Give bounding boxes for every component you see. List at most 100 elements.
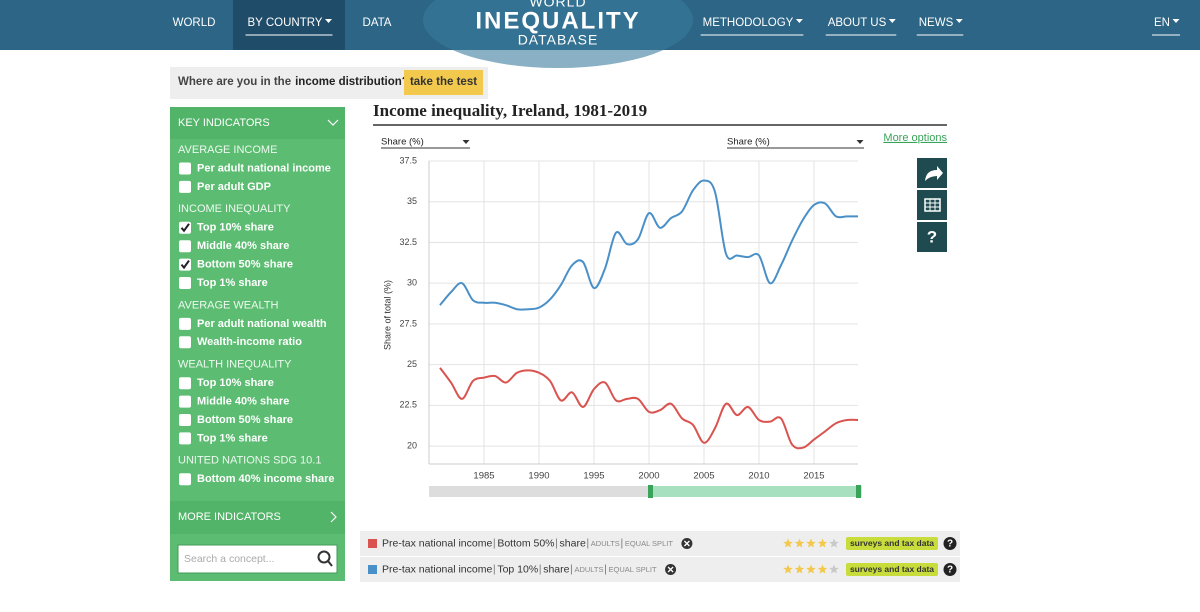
y-tick-label: 25 [407,359,417,369]
checkbox[interactable] [179,277,191,289]
checkbox[interactable] [179,377,191,390]
x-tick-label: 1985 [473,471,494,482]
nav-item[interactable]: DATA [363,17,392,29]
sidebar-header[interactable]: KEY INDICATORS [178,117,270,129]
logo-glow [423,0,693,68]
table-icon-grid [925,199,940,211]
rating-star [783,564,793,574]
nav-active-bg [233,0,345,50]
y-axis-label: Share of total (%) [382,280,392,350]
x-tick-label: 2005 [693,471,714,482]
range-handle[interactable] [648,485,653,498]
series-line [439,179,858,311]
checkbox[interactable] [179,473,191,486]
indicator-label[interactable]: Top 1% share [197,277,268,289]
checkmark [180,223,190,233]
legend-part: Pre-tax national income [382,537,492,549]
caret [1172,19,1180,23]
x-tick-label: 1995 [583,471,604,482]
indicator-label[interactable]: Per adult national income [197,162,331,174]
more-indicators[interactable]: MORE INDICATORS [178,511,281,523]
legend-part: Bottom 50% [497,537,554,549]
banner-text-bold: income distribution? [295,76,409,88]
x-tick-label: 2015 [803,471,824,482]
nav-item[interactable]: BY COUNTRY [248,17,323,29]
nav-item[interactable]: NEWS [919,17,954,29]
indicator-label[interactable]: Per adult national wealth [197,318,327,330]
caret [324,19,332,23]
nav-item[interactable]: ABOUT US [828,17,887,29]
search-placeholder: Search a concept... [184,553,274,565]
nav-item[interactable]: METHODOLOGY [703,17,794,29]
indicator-label[interactable]: Middle 40% share [197,396,289,408]
checkbox[interactable] [179,414,191,426]
checkbox[interactable] [179,240,191,253]
legend-part: Top 10% [497,563,538,575]
checkbox[interactable] [179,336,191,349]
checkbox[interactable] [179,180,191,193]
indicator-label[interactable]: Bottom 50% share [197,414,293,426]
chevron [327,119,339,126]
indicator-label[interactable]: Top 1% share [197,432,268,444]
indicator-label[interactable]: Per adult GDP [197,181,271,193]
help-button[interactable] [917,222,947,252]
unit-selector[interactable]: Share (%) [381,137,424,148]
y-tick-label: 27.5 [399,318,417,328]
help-icon: ? [927,227,937,246]
indicator-label[interactable]: Top 10% share [197,377,274,389]
legend-small: ADULTS [591,539,620,548]
checkbox[interactable] [179,162,191,175]
indicator-label[interactable]: Middle 40% share [197,240,289,252]
checkmark [180,260,190,270]
section-title: WEALTH INEQUALITY [178,359,292,371]
caret [955,19,963,23]
source-label: surveys and tax data [850,538,934,548]
info-button[interactable] [943,537,957,550]
table-button[interactable] [917,190,947,220]
section-title: UNITED NATIONS SDG 10.1 [178,455,321,467]
checkbox[interactable] [179,395,191,408]
y-tick-label: 37.5 [399,155,417,165]
more-options-link[interactable]: More options [883,132,947,144]
checkbox[interactable] [179,317,191,330]
range-slider[interactable] [429,486,862,497]
range-handle[interactable] [856,485,861,498]
legend-small: ADULTS [574,565,603,574]
y-tick-label: 20 [407,440,417,450]
indicator-label[interactable]: Bottom 40% income share [197,473,335,485]
info-icon: ? [947,565,953,576]
banner-text: Where are you in the [178,76,291,88]
share-icon [925,166,943,181]
caret [462,140,470,144]
info-icon: ? [947,539,953,550]
indicator-label[interactable]: Bottom 50% share [197,259,293,271]
x-tick-label: 2000 [638,471,659,482]
info-button[interactable] [943,563,957,576]
remove-cross [667,566,674,573]
rating-star [817,538,828,548]
logo-text: DATABASE [518,32,599,48]
unit-selector[interactable]: Share (%) [727,137,770,148]
search-box[interactable] [177,544,338,574]
source-badge [846,563,938,576]
section-title: INCOME INEQUALITY [178,203,291,215]
search-icon-handle [327,560,333,567]
indicator-label[interactable]: Top 10% share [197,222,274,234]
legend-part: share [560,537,586,549]
x-tick-label: 2010 [748,471,769,482]
legend-part: share [543,563,569,575]
more-indicators-bg [170,501,345,534]
y-tick-label: 22.5 [399,400,417,410]
rating-star [806,538,816,548]
section-title: AVERAGE INCOME [178,144,277,156]
test-button[interactable] [404,70,483,95]
nav-item[interactable]: EN [1154,17,1170,29]
x-tick-label: 1990 [528,471,549,482]
checkbox[interactable] [179,432,191,445]
search-icon[interactable] [317,550,331,564]
nav-item[interactable]: WORLD [173,17,216,29]
test-button-label: take the test [410,76,477,88]
remove-cross [683,540,690,547]
indicator-label[interactable]: Wealth-income ratio [197,336,302,348]
